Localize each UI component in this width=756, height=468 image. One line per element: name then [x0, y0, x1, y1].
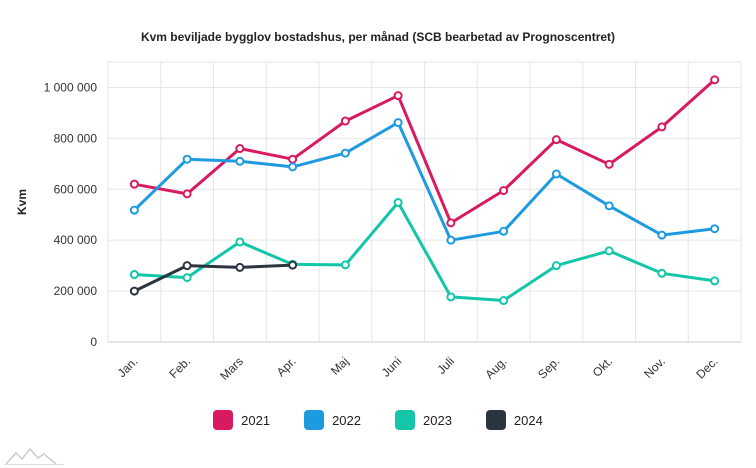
data-point[interactable]	[288, 260, 298, 270]
data-point[interactable]	[499, 186, 509, 196]
legend-label: 2022	[332, 412, 361, 428]
data-point[interactable]	[499, 226, 509, 236]
data-point[interactable]	[182, 261, 192, 271]
y-tick-label: 1 000 000	[44, 80, 98, 94]
data-point[interactable]	[499, 296, 509, 306]
y-tick-label: 200 000	[54, 284, 98, 298]
data-point[interactable]	[235, 156, 245, 166]
data-point[interactable]	[340, 148, 350, 158]
data-point[interactable]	[393, 91, 403, 101]
data-point[interactable]	[604, 159, 614, 169]
data-point[interactable]	[182, 154, 192, 164]
legend-label: 2023	[423, 412, 452, 428]
y-tick-label: 600 000	[54, 182, 98, 196]
data-point[interactable]	[446, 235, 456, 245]
x-tick-label: Mars	[217, 354, 246, 383]
legend-swatch	[213, 410, 234, 430]
x-tick-label: Okt.	[590, 354, 615, 379]
data-point[interactable]	[129, 205, 139, 215]
mountain-logo-icon	[4, 447, 64, 465]
data-point[interactable]	[657, 230, 667, 240]
x-tick-label: Nov.	[641, 354, 668, 381]
data-point[interactable]	[235, 237, 245, 247]
data-point[interactable]	[182, 273, 192, 283]
data-point[interactable]	[604, 246, 614, 256]
data-point[interactable]	[710, 224, 720, 234]
data-point[interactable]	[393, 198, 403, 208]
legend-item-2024[interactable]: 2024	[485, 410, 543, 430]
x-tick-label: Feb.	[166, 354, 193, 381]
x-tick-label: Juli	[434, 354, 457, 377]
data-point[interactable]	[340, 116, 350, 126]
x-tick-label: Juni	[379, 354, 404, 379]
x-tick-label: Jan.	[115, 354, 141, 380]
data-point[interactable]	[710, 276, 720, 286]
data-point[interactable]	[182, 189, 192, 199]
series-line	[134, 78, 716, 225]
series-2024	[129, 260, 298, 296]
data-point[interactable]	[288, 154, 298, 164]
legend-item-2023[interactable]: 2023	[395, 410, 452, 430]
series-line	[133, 121, 715, 242]
legend-item-2022[interactable]: 2022	[304, 410, 361, 430]
data-point[interactable]	[657, 268, 667, 278]
data-point[interactable]	[551, 169, 561, 179]
legend-label: 2021	[241, 412, 271, 428]
legend-swatch	[485, 410, 506, 430]
x-tick-label: Dec.	[693, 354, 720, 381]
chart-title: Kvm beviljade bygglov bostadshus, per må…	[141, 30, 615, 44]
series-line	[134, 201, 715, 302]
legend-label: 2024	[513, 412, 543, 428]
series-lines	[129, 75, 720, 306]
data-point[interactable]	[340, 260, 350, 270]
y-axis-label: Kvm	[15, 189, 29, 215]
legend: 2021 2022 2023 2024	[0, 410, 756, 430]
series-2023	[129, 198, 720, 306]
legend-item-2021[interactable]: 2021	[213, 410, 270, 430]
gridlines	[107, 61, 742, 343]
x-axis-ticks: Jan. Feb. Mars Apr. Maj Juni Juli Aug. Sep. Okt. N…	[115, 354, 721, 383]
y-tick-label: 0	[90, 335, 97, 349]
data-point[interactable]	[288, 162, 298, 172]
data-point[interactable]	[551, 135, 561, 145]
x-tick-label: Sep.	[535, 354, 562, 381]
data-point[interactable]	[446, 292, 456, 302]
data-point[interactable]	[235, 144, 245, 154]
y-tick-label: 400 000	[54, 233, 98, 247]
data-point[interactable]	[129, 179, 139, 189]
data-point[interactable]	[129, 270, 139, 280]
data-point[interactable]	[129, 286, 139, 296]
y-axis-ticks: 0 200 000 400 000 600 000 800 000 1 000 000	[44, 80, 98, 349]
data-point[interactable]	[657, 122, 667, 132]
series-2022	[129, 118, 720, 245]
x-tick-label: Apr.	[274, 354, 299, 379]
series-line	[133, 263, 293, 293]
data-point[interactable]	[393, 118, 403, 128]
x-tick-label: Maj	[328, 354, 352, 378]
data-point[interactable]	[604, 201, 614, 211]
legend-swatch	[395, 410, 415, 430]
data-point[interactable]	[551, 261, 561, 271]
y-tick-label: 800 000	[54, 131, 98, 145]
legend-swatch	[304, 410, 325, 430]
data-point[interactable]	[446, 218, 456, 228]
data-point[interactable]	[710, 75, 720, 85]
series-2021	[129, 75, 720, 228]
x-tick-label: Aug.	[482, 354, 509, 381]
data-point[interactable]	[235, 262, 245, 272]
